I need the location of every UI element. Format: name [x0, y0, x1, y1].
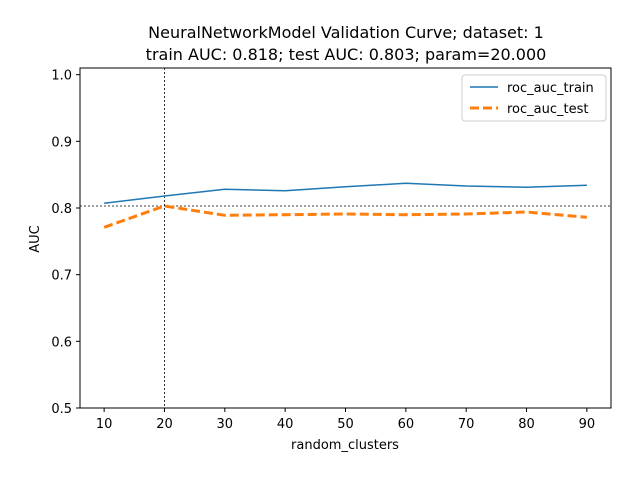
y-axis-label: AUC — [28, 225, 43, 253]
x-tick-label: 50 — [337, 417, 354, 432]
y-tick-label: 0.6 — [51, 335, 72, 350]
y-tick-label: 0.8 — [51, 202, 72, 217]
x-tick-label: 40 — [277, 417, 294, 432]
legend-label-roc-auc-train: roc_auc_train — [507, 81, 594, 96]
x-axis-label: random_clusters — [291, 438, 399, 453]
y-tick-label: 0.7 — [51, 269, 72, 284]
x-tick-label: 90 — [579, 417, 596, 432]
series-line-roc-auc-train — [104, 182, 587, 205]
chart-title-line2: train AUC: 0.818; test AUC: 0.803; param… — [146, 45, 547, 64]
y-tick-label: 0.5 — [51, 402, 72, 417]
x-tick-label: 70 — [458, 417, 475, 432]
chart-title-line1: NeuralNetworkModel Validation Curve; dat… — [148, 23, 544, 42]
x-tick-label: 60 — [398, 417, 415, 432]
legend: roc_auc_train roc_auc_test — [461, 74, 607, 122]
series-line-roc-auc-test — [103, 204, 588, 229]
y-tick-label: 0.9 — [51, 135, 72, 150]
x-tick-label: 80 — [518, 417, 535, 432]
plot-area: 10 20 30 40 50 60 70 80 90 0.5 0.6 0.7 0.8 0.9 1.0 — [51, 67, 612, 432]
x-tick-label: 30 — [217, 417, 234, 432]
x-tick-label: 10 — [96, 417, 113, 432]
y-tick-label: 1.0 — [51, 69, 72, 84]
x-tick-label: 20 — [156, 417, 173, 432]
legend-label-roc-auc-test: roc_auc_test — [507, 102, 588, 117]
